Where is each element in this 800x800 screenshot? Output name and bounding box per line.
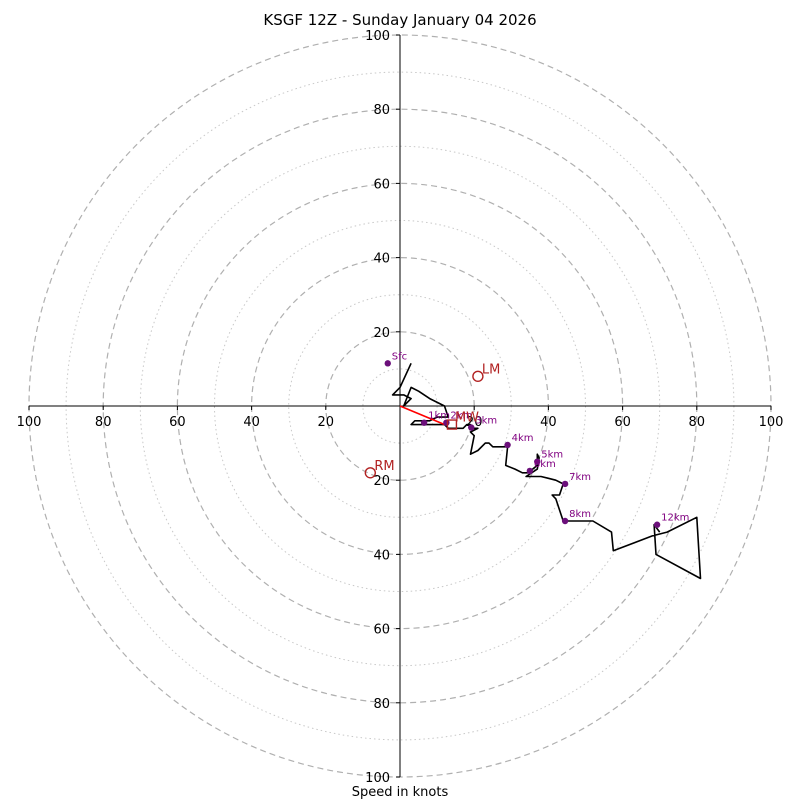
mean-wind-label: MW: [455, 411, 479, 426]
y-tick-label: 100: [365, 771, 390, 786]
y-tick-label: 100: [365, 29, 390, 44]
x-tick-label: 40: [540, 415, 557, 430]
height-marker-label-3km: 3km: [475, 416, 497, 427]
height-marker-label-8km: 8km: [569, 509, 591, 520]
height-marker-5km: [534, 458, 541, 465]
height-marker-8km: [561, 517, 569, 525]
height-marker-label-4km: 4km: [512, 433, 534, 444]
height-marker-1km: [420, 419, 428, 426]
x-tick-label: 100: [17, 415, 42, 430]
chart-title: KSGF 12Z - Sunday January 04 2026: [263, 11, 537, 29]
y-tick-label: 80: [373, 697, 390, 712]
hodograph-trace: [391, 362, 702, 580]
y-tick-label: 80: [373, 103, 390, 118]
storm-motion-label-lm: LM: [482, 362, 500, 377]
x-tick-label: 80: [95, 415, 112, 430]
height-marker-6km: [526, 467, 534, 475]
y-tick-label: 40: [373, 548, 390, 563]
storm-motion-label-rm: RM: [374, 459, 394, 474]
y-tick-label: 40: [373, 252, 390, 267]
y-tick-label: 60: [373, 623, 390, 638]
y-tick-label: 20: [373, 326, 390, 341]
height-marker-sfc: [384, 360, 391, 367]
x-tick-label: 100: [759, 415, 784, 430]
height-marker-12km: [653, 521, 661, 528]
x-axis-label: Speed in knots: [352, 785, 449, 800]
storm-motion-rm: [364, 467, 377, 479]
height-marker-label-5km: 5km: [541, 450, 563, 461]
y-tick-label: 60: [373, 177, 390, 192]
height-marker-label-12km: 12km: [661, 513, 689, 524]
x-tick-label: 40: [243, 415, 260, 430]
mean-wind-marker: [446, 419, 458, 430]
height-marker-4km: [504, 441, 511, 449]
height-marker-label-6km: 6km: [534, 459, 556, 470]
height-marker-label-1km: 1km: [428, 411, 450, 422]
height-marker-label-2km: 2km: [450, 411, 472, 422]
x-tick-label: 80: [689, 415, 706, 430]
height-marker-3km: [468, 424, 475, 431]
x-tick-label: 60: [169, 415, 186, 430]
shear-vector: [399, 405, 445, 426]
x-tick-label: 20: [318, 415, 335, 430]
storm-motion-lm: [472, 370, 484, 383]
height-marker-label-7km: 7km: [569, 472, 591, 483]
y-tick-label: 20: [373, 474, 390, 489]
storm-motion-markers: LM RM MW: [364, 362, 500, 479]
hodograph-series: [391, 362, 702, 580]
x-tick-label: 60: [614, 415, 631, 430]
height-marker-7km: [561, 480, 569, 488]
height-marker-label-sfc: Sfc: [392, 351, 407, 362]
